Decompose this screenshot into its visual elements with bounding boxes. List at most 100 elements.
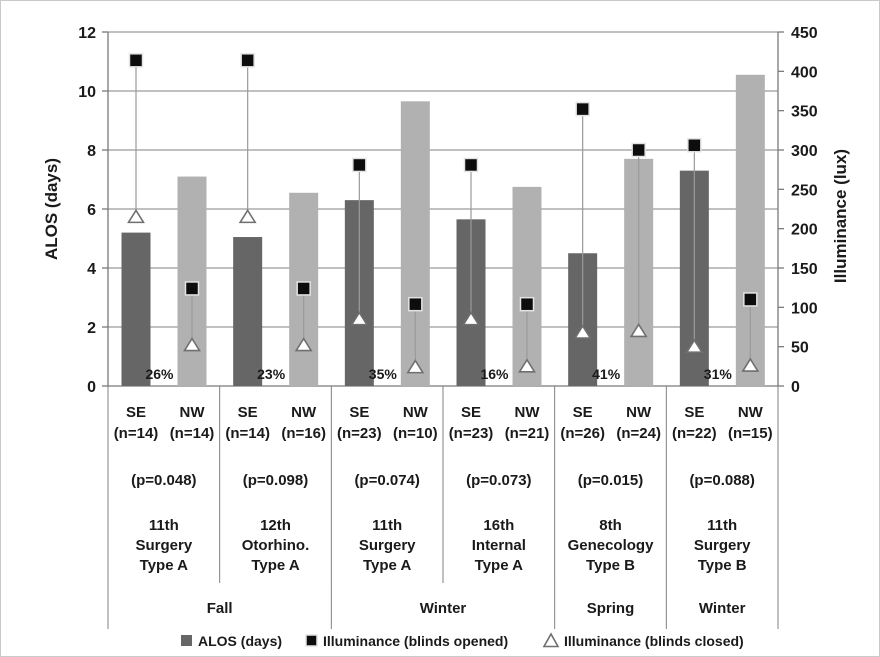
ward-label-line: Surgery bbox=[694, 537, 751, 554]
orientation-label: NW bbox=[180, 404, 206, 421]
sample-size-label: (n=10) bbox=[393, 425, 438, 442]
blinds-opened-marker bbox=[519, 296, 535, 312]
sample-size-label: (n=14) bbox=[170, 425, 215, 442]
orientation-label: NW bbox=[403, 404, 429, 421]
ward-label-line: Otorhino. bbox=[242, 537, 310, 554]
blinds-opened-marker bbox=[575, 101, 590, 117]
ward-label-line: Type A bbox=[363, 557, 412, 574]
orientation-label: SE bbox=[684, 404, 704, 421]
orientation-label: NW bbox=[291, 404, 317, 421]
blinds-closed-marker bbox=[183, 337, 201, 352]
sample-size-label: (n=26) bbox=[560, 425, 605, 442]
right-axis-tick-label: 200 bbox=[791, 222, 818, 239]
legend-alos-label: ALOS (days) bbox=[198, 633, 282, 649]
sample-size-label: (n=14) bbox=[114, 425, 159, 442]
percent-label: 41% bbox=[592, 366, 621, 382]
blinds-closed-marker bbox=[629, 322, 648, 338]
right-axis-tick-label: 50 bbox=[791, 340, 809, 357]
sample-size-label: (n=21) bbox=[505, 425, 550, 442]
ward-label-line: Type A bbox=[140, 557, 189, 574]
left-axis-tick-label: 8 bbox=[87, 143, 96, 160]
percent-label: 16% bbox=[480, 366, 509, 382]
sample-size-label: (n=23) bbox=[337, 425, 382, 442]
right-axis-tick-label: 400 bbox=[791, 64, 818, 81]
season-label: Fall bbox=[207, 600, 233, 617]
orientation-label: SE bbox=[461, 404, 481, 421]
blinds-closed-marker bbox=[406, 359, 425, 374]
blinds-closed-marker bbox=[127, 208, 145, 224]
right-axis-tick-label: 350 bbox=[791, 104, 818, 121]
sample-size-label: (n=16) bbox=[281, 425, 326, 442]
blinds-closed-marker bbox=[518, 358, 536, 373]
left-axis-tick-label: 12 bbox=[78, 25, 96, 42]
right-axis-tick-label: 450 bbox=[791, 25, 818, 42]
left-axis-tick-label: 0 bbox=[87, 379, 96, 396]
legend-blinds-closed-label: Illuminance (blinds closed) bbox=[564, 633, 744, 649]
orientation-label: NW bbox=[515, 404, 541, 421]
season-label: Spring bbox=[587, 600, 635, 617]
legend-blinds-opened-marker bbox=[305, 634, 318, 647]
season-label: Winter bbox=[699, 600, 746, 617]
blinds-opened-marker bbox=[296, 281, 311, 296]
ward-label-line: Surgery bbox=[359, 537, 416, 554]
orientation-label: NW bbox=[626, 404, 652, 421]
orientation-label: SE bbox=[349, 404, 369, 421]
ward-label-line: 11th bbox=[707, 517, 737, 534]
p-value-label: (p=0.098) bbox=[243, 472, 308, 489]
ward-label-line: Type A bbox=[475, 557, 524, 574]
right-axis-title: Illuminance (lux) bbox=[831, 149, 850, 283]
right-axis-tick-label: 250 bbox=[791, 182, 818, 199]
percent-label: 31% bbox=[704, 366, 733, 382]
right-axis-tick-label: 300 bbox=[791, 143, 818, 160]
legend-blinds-opened-label: Illuminance (blinds opened) bbox=[323, 633, 508, 649]
left-axis-title: ALOS (days) bbox=[42, 158, 61, 260]
p-value-label: (p=0.015) bbox=[578, 472, 643, 489]
ward-label-line: Type B bbox=[586, 557, 635, 574]
blinds-closed-marker bbox=[462, 311, 480, 326]
blinds-closed-marker bbox=[238, 208, 257, 224]
right-axis-tick-label: 0 bbox=[791, 379, 800, 396]
percent-label: 26% bbox=[145, 366, 174, 382]
ward-label-line: Internal bbox=[472, 537, 526, 554]
p-value-label: (p=0.074) bbox=[354, 472, 419, 489]
right-axis-tick-label: 150 bbox=[791, 261, 818, 278]
blinds-opened-marker bbox=[184, 281, 200, 296]
sample-size-label: (n=23) bbox=[449, 425, 494, 442]
legend-alos-marker bbox=[181, 635, 192, 646]
blinds-opened-marker bbox=[240, 53, 255, 68]
sample-size-label: (n=15) bbox=[728, 425, 773, 442]
ward-label-line: Type B bbox=[698, 557, 747, 574]
ward-label-line: Genecology bbox=[568, 537, 655, 554]
blinds-opened-marker bbox=[463, 157, 479, 173]
blinds-closed-marker bbox=[350, 311, 369, 326]
left-axis-tick-label: 2 bbox=[87, 320, 96, 337]
ward-label-line: 11th bbox=[372, 517, 402, 534]
ward-label-line: Surgery bbox=[135, 537, 192, 554]
orientation-label: SE bbox=[573, 404, 593, 421]
sample-size-label: (n=24) bbox=[616, 425, 661, 442]
alos-bar-se bbox=[121, 232, 151, 386]
p-value-label: (p=0.073) bbox=[466, 472, 531, 489]
orientation-label: SE bbox=[126, 404, 146, 421]
ward-label-line: 11th bbox=[149, 517, 179, 534]
ward-label-line: Type A bbox=[251, 557, 300, 574]
blinds-opened-marker bbox=[743, 292, 758, 307]
blinds-opened-marker bbox=[352, 157, 367, 173]
percent-label: 23% bbox=[257, 366, 286, 382]
percent-label: 35% bbox=[369, 366, 398, 382]
left-axis-tick-label: 6 bbox=[87, 202, 96, 219]
blinds-opened-marker bbox=[631, 142, 646, 158]
orientation-label: NW bbox=[738, 404, 764, 421]
p-value-label: (p=0.088) bbox=[689, 472, 754, 489]
ward-label-line: 8th bbox=[599, 517, 622, 534]
blinds-opened-marker bbox=[408, 296, 423, 312]
sample-size-label: (n=14) bbox=[225, 425, 270, 442]
blinds-opened-marker bbox=[128, 53, 144, 68]
blinds-closed-marker bbox=[294, 337, 313, 352]
blinds-closed-marker bbox=[685, 338, 704, 353]
season-label: Winter bbox=[420, 600, 467, 617]
blinds-closed-marker bbox=[573, 324, 592, 339]
blinds-closed-marker bbox=[741, 357, 760, 372]
